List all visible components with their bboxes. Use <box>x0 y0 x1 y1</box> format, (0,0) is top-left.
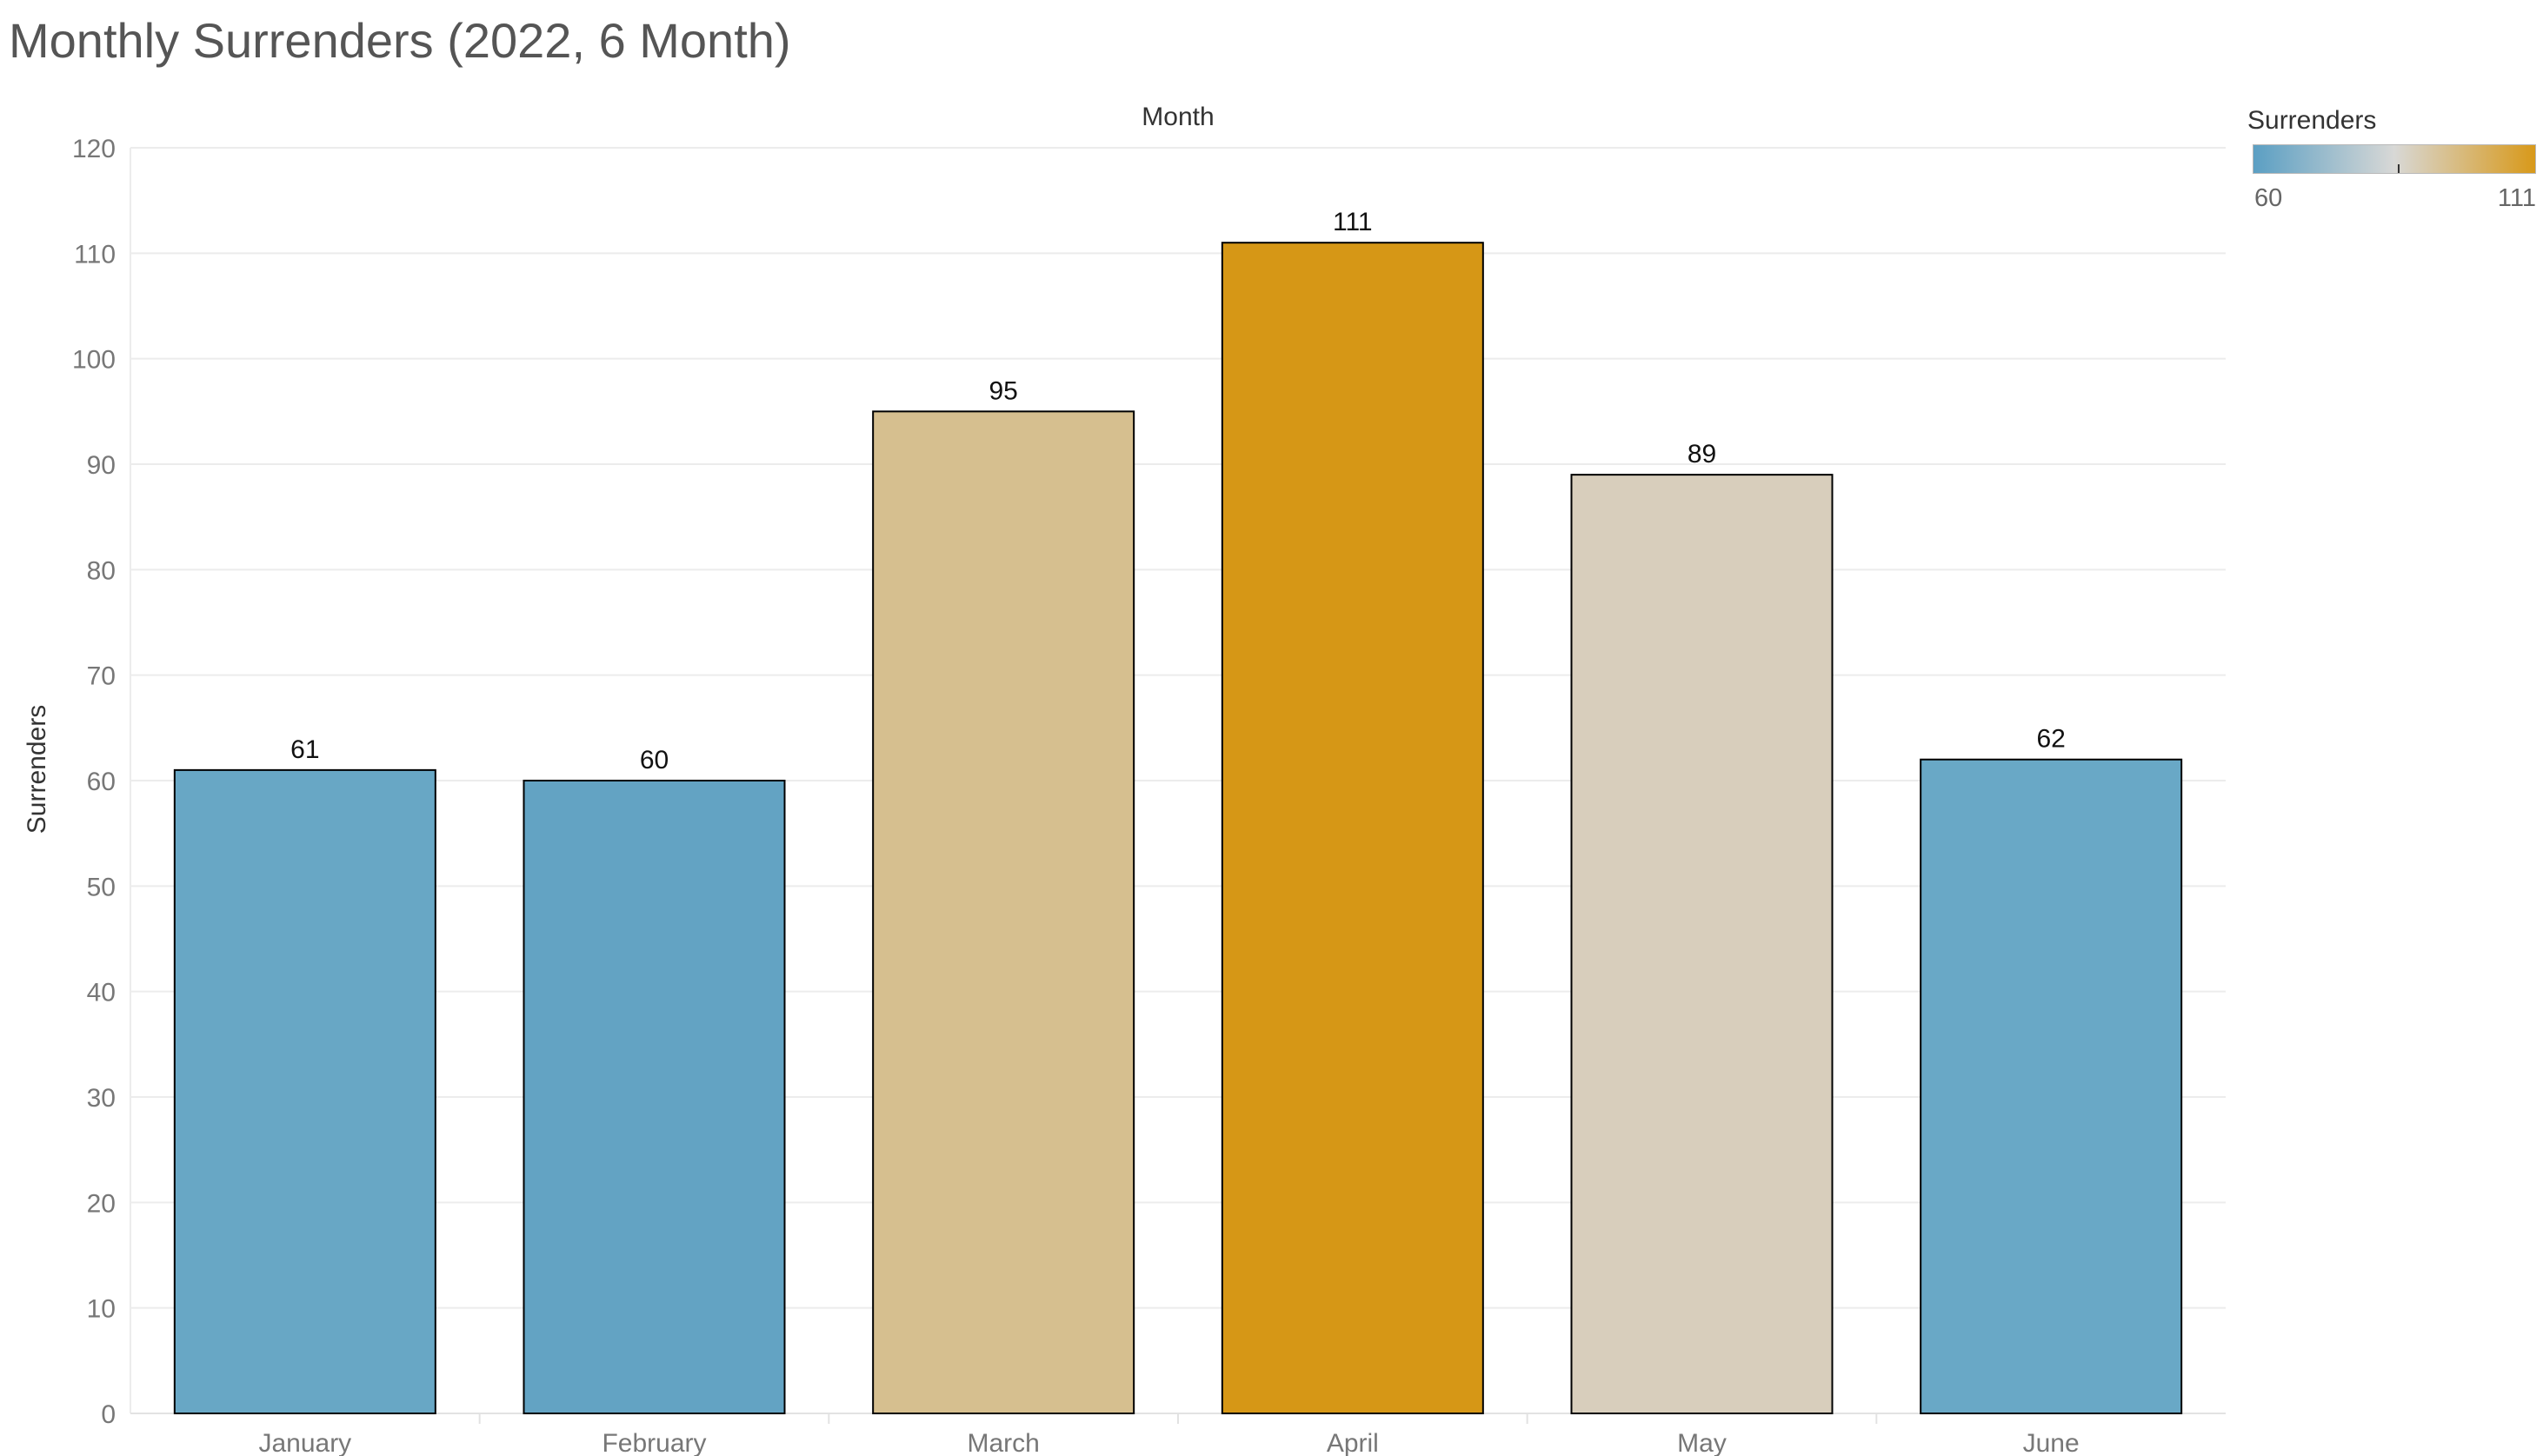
data-label: 62 <box>2036 725 2065 754</box>
x-axis-title: Month <box>1142 103 1214 131</box>
data-label: 89 <box>1688 440 1716 469</box>
x-tick-label: May <box>1677 1429 1727 1456</box>
y-tick-label: 40 <box>87 979 116 1007</box>
bar-february <box>523 780 786 1414</box>
data-label: 111 <box>1333 208 1373 236</box>
y-tick-label: 70 <box>87 662 116 691</box>
y-tick-label: 80 <box>87 556 116 585</box>
x-tick-label: January <box>258 1429 351 1456</box>
bar-june <box>1920 758 2183 1414</box>
y-tick-label: 30 <box>87 1084 116 1113</box>
y-tick-label: 90 <box>87 451 116 480</box>
y-tick-label: 10 <box>87 1295 116 1324</box>
x-tick-label: June <box>2023 1429 2080 1456</box>
bar-march <box>872 410 1135 1414</box>
y-tick-label: 0 <box>101 1400 116 1429</box>
x-tick-label: February <box>602 1429 706 1456</box>
y-tick-label: 20 <box>87 1189 116 1218</box>
y-tick-label: 60 <box>87 768 116 796</box>
data-label: 60 <box>640 746 669 775</box>
data-label: 95 <box>989 376 1017 405</box>
y-tick-label: 120 <box>72 135 116 163</box>
legend-min-label: 60 <box>2254 184 2283 212</box>
legend-max-label: 111 <box>2497 184 2536 212</box>
color-legend: Surrenders 60 111 <box>2247 106 2543 219</box>
legend-title: Surrenders <box>2247 106 2377 135</box>
bar-may <box>1570 474 1834 1415</box>
y-tick-label: 50 <box>87 873 116 901</box>
legend-gradient <box>2253 144 2536 174</box>
legend-midpoint-tick <box>2398 164 2400 173</box>
chart-title: Monthly Surrenders (2022, 6 Month) <box>9 13 791 68</box>
y-tick-label: 100 <box>72 346 116 375</box>
data-label: 61 <box>290 735 319 764</box>
bar-april <box>1221 242 1484 1415</box>
x-tick-label: March <box>967 1429 1039 1456</box>
y-tick-label: 110 <box>74 240 116 269</box>
x-tick-label: April <box>1327 1429 1379 1456</box>
y-axis-title: Surrenders <box>23 705 51 834</box>
bar-january <box>173 768 436 1414</box>
